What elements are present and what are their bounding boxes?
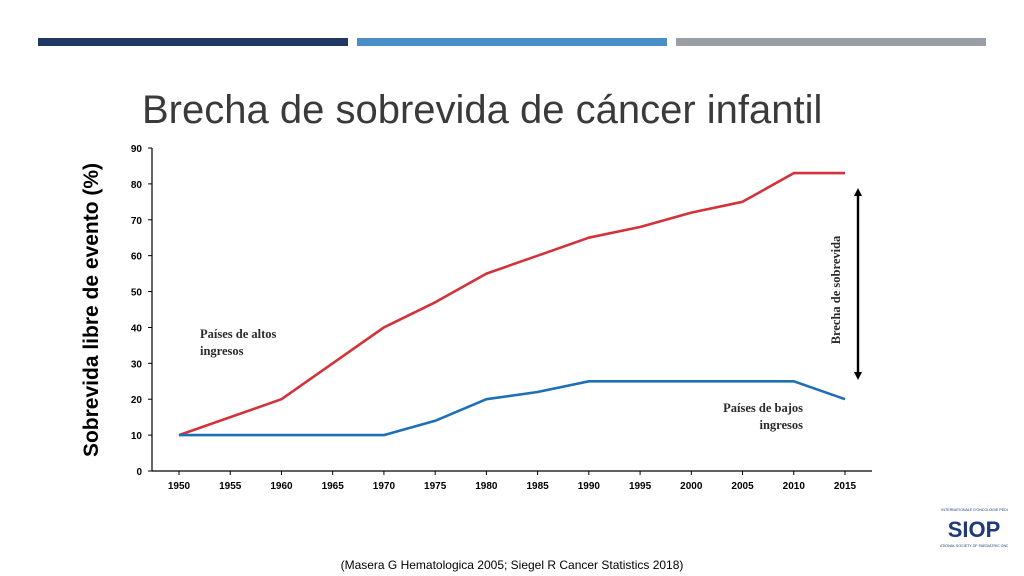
y-tick-label: 90 (131, 144, 143, 155)
series-line-low-income (179, 379, 846, 437)
x-tick-label: 1985 (526, 481, 549, 492)
accent-bar-gray (676, 38, 986, 46)
y-tick-label: 0 (136, 467, 142, 478)
high-income-label: ingresos (200, 344, 244, 358)
y-tick-label: 20 (131, 395, 143, 406)
y-tick-label: 80 (131, 180, 143, 191)
y-axis-label: Sobrevida libre de evento (%) (80, 163, 103, 457)
x-tick-label: 1955 (219, 481, 242, 492)
y-tick-label: 30 (131, 359, 143, 370)
accent-bar-navy (38, 38, 348, 46)
y-tick-label: 50 (131, 288, 143, 299)
low-income-label: Países de bajos (723, 401, 803, 415)
y-tick-label: 40 (131, 323, 143, 334)
logo-bottom-text: INTERNATIONAL SOCIETY OF PAEDIATRIC ONCO… (940, 544, 1008, 548)
y-tick-label: 10 (131, 431, 143, 442)
x-tick-label: 1965 (322, 481, 345, 492)
accent-bar-blue (357, 38, 667, 46)
slide-title: Brecha de sobrevida de cáncer infantil (142, 88, 823, 132)
citation: (Masera G Hematologica 2005; Siegel R Ca… (340, 558, 684, 572)
x-tick-label: 1960 (270, 481, 293, 492)
logo-top-text: SOCIÉTÉ INTERNATIONALE D'ONCOLOGIE PÉDIA… (940, 507, 1008, 512)
x-tick-label: 1975 (424, 481, 447, 492)
x-tick-label: 2000 (680, 481, 703, 492)
x-tick-label: 1980 (475, 481, 498, 492)
x-tick-label: 2005 (731, 481, 754, 492)
chart-axes: 0 10 20 30 40 50 60 70 80 90 1950 1955 1960 1965 1970 1… (80, 144, 872, 492)
x-tick-label: 2010 (783, 481, 806, 492)
chart-lines (178, 171, 846, 437)
x-tick-label: 1990 (578, 481, 601, 492)
siop-logo: SOCIÉTÉ INTERNATIONALE D'ONCOLOGIE PÉDIA… (940, 507, 1008, 548)
series-line-high-income (178, 171, 845, 437)
low-income-label: ingresos (759, 418, 803, 432)
logo-name: SIOP (948, 517, 1001, 542)
x-tick-label: 2015 (834, 481, 857, 492)
chart-annotations: Países de altos ingresos Países de bajos in… (200, 188, 862, 432)
survival-gap-label: Brecha de sobrevida (829, 235, 843, 344)
x-tick-label: 1970 (373, 481, 396, 492)
high-income-label: Países de altos (200, 327, 277, 341)
y-tick-label: 70 (131, 216, 143, 227)
x-tick-label: 1950 (168, 481, 191, 492)
x-tick-label: 1995 (629, 481, 652, 492)
y-tick-label: 60 (131, 252, 143, 263)
